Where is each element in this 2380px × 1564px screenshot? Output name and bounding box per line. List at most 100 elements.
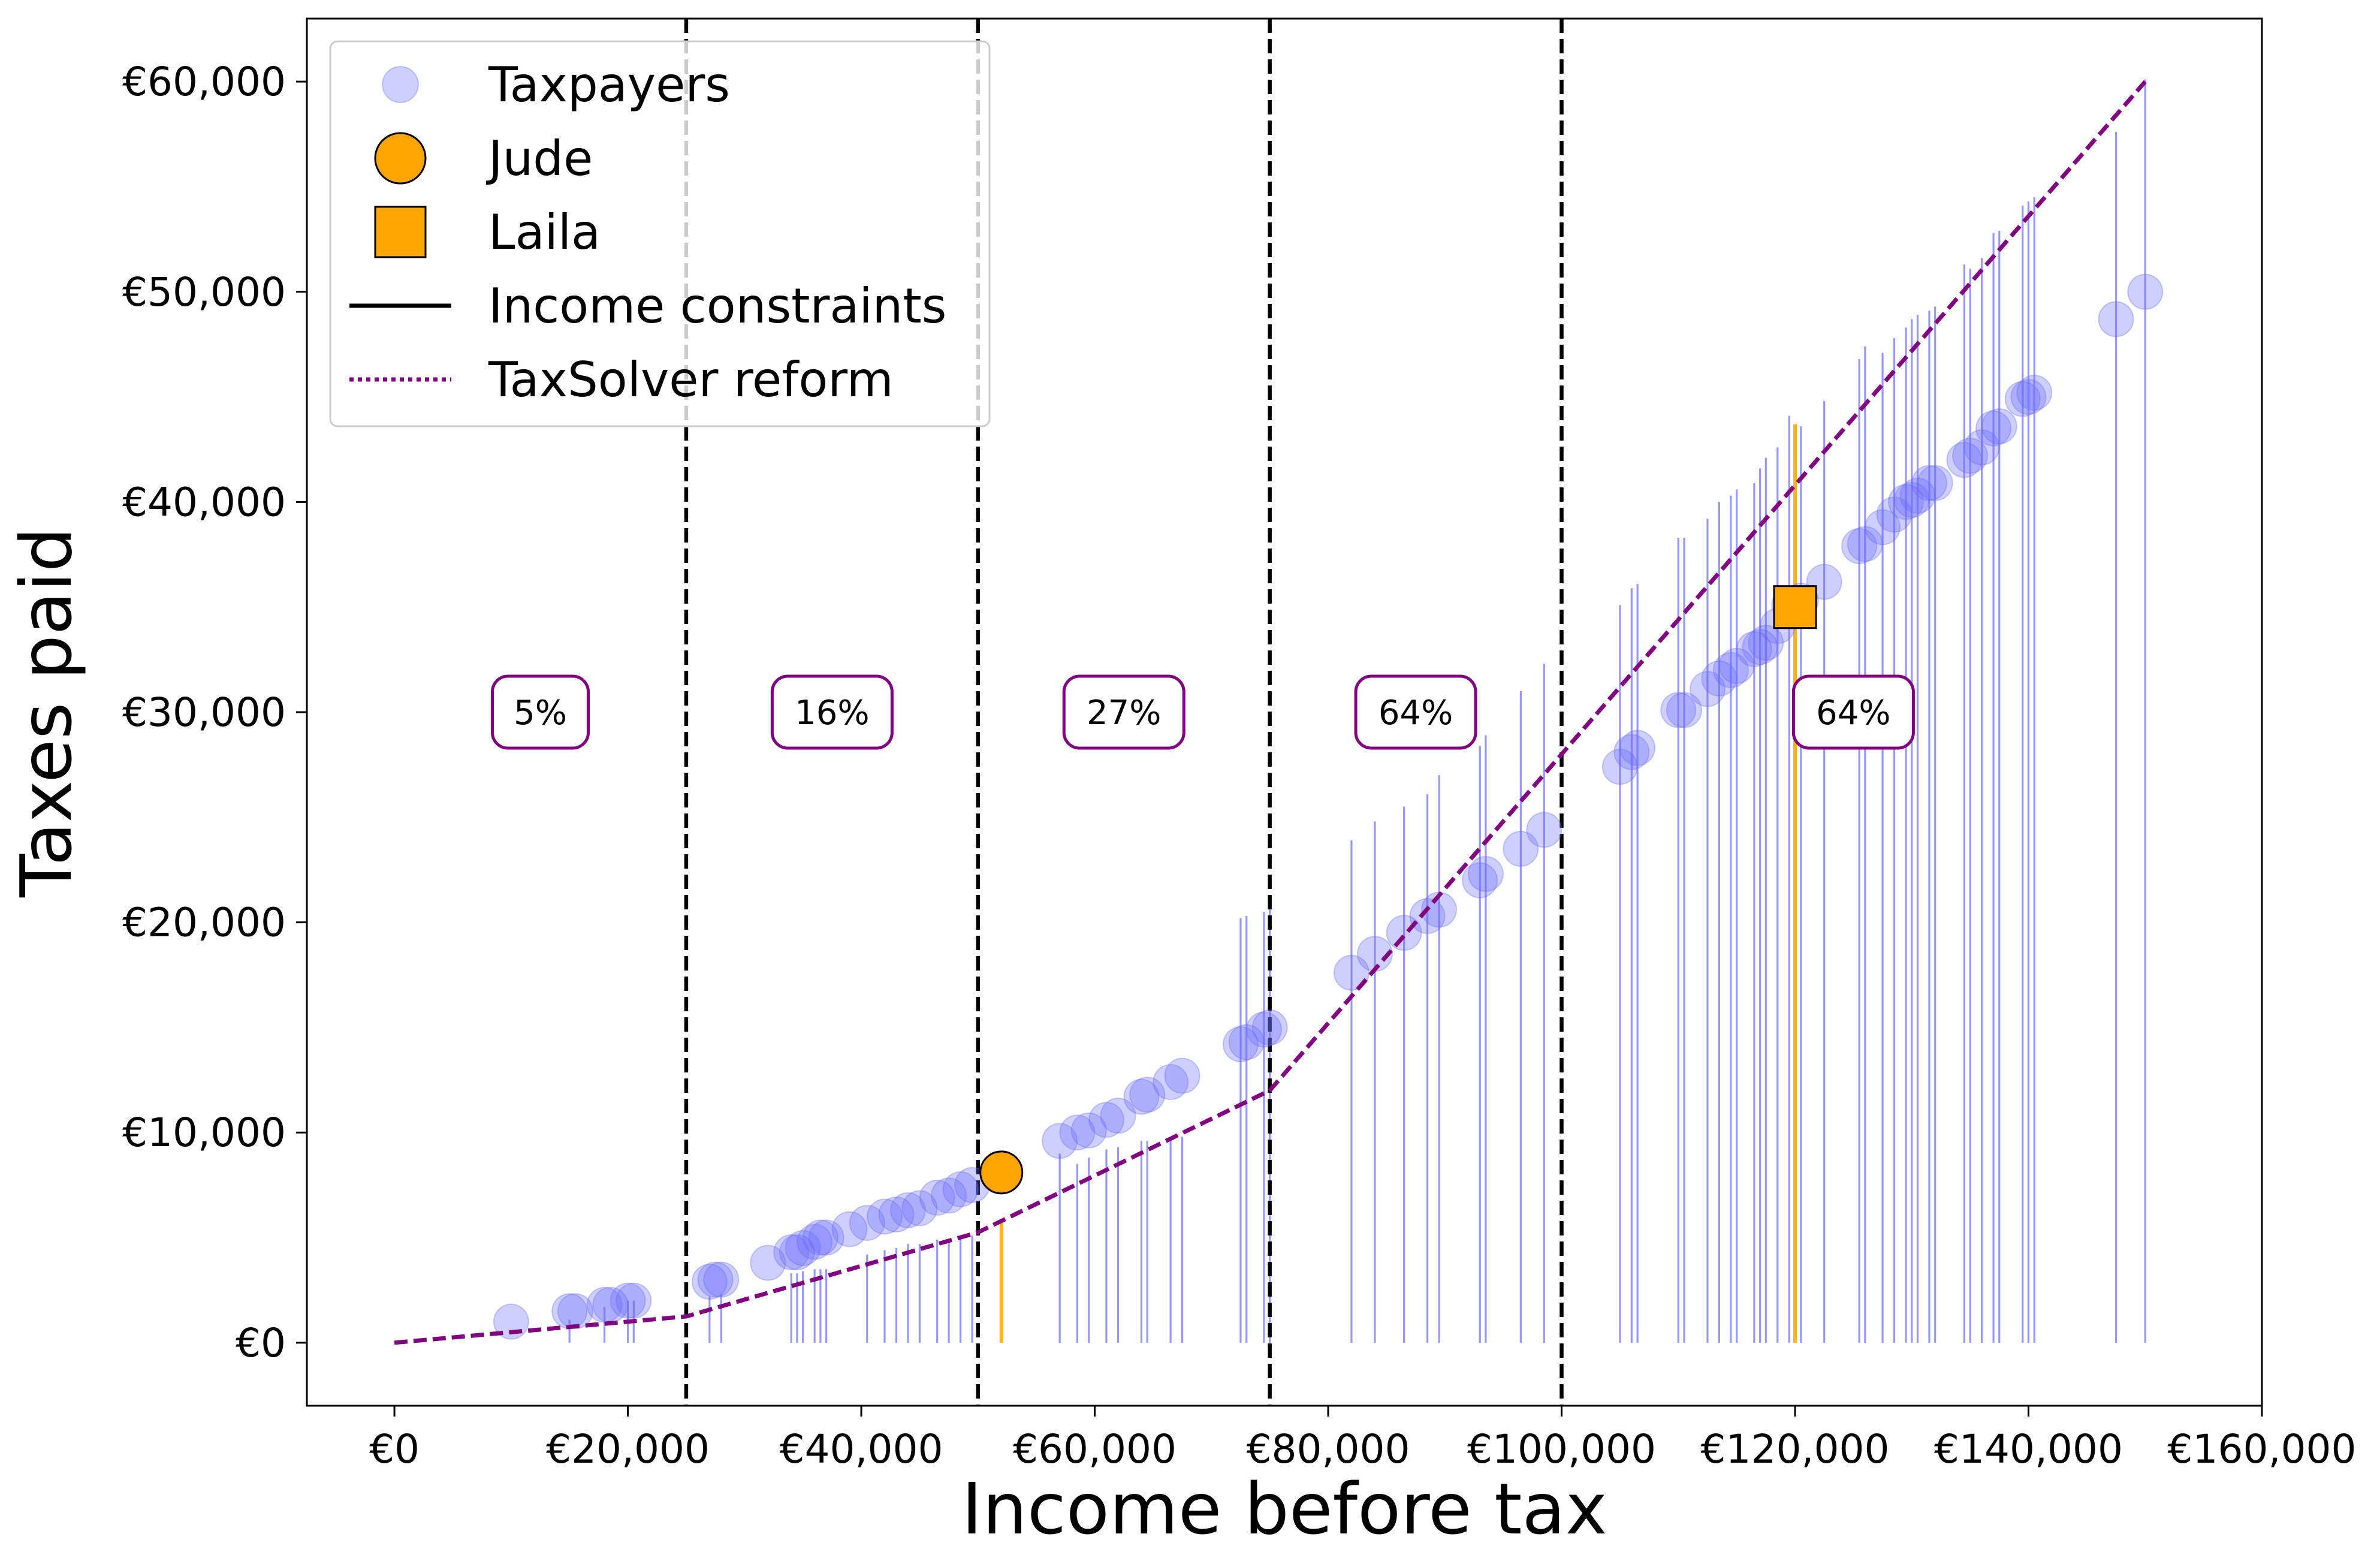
taxpayer-point xyxy=(703,1261,740,1298)
legend-label: Laila xyxy=(488,204,601,260)
taxpayer-point xyxy=(1070,1112,1107,1149)
taxpayer-point xyxy=(2098,301,2134,337)
taxpayer-point xyxy=(808,1219,844,1256)
taxpayer-point xyxy=(1876,496,1913,533)
legend-symbol xyxy=(374,132,427,185)
x-tick-label: €60,000 xyxy=(1013,1426,1177,1472)
taxpayer-point xyxy=(1847,526,1883,562)
taxpayer-point xyxy=(878,1196,915,1232)
taxpayer-point xyxy=(785,1230,821,1267)
legend-label: TaxSolver reform xyxy=(488,352,894,408)
taxpayer-point xyxy=(849,1204,885,1241)
taxpayer-point xyxy=(1975,410,2012,447)
taxpayer-point xyxy=(1467,855,1504,892)
bracket-rate-box xyxy=(490,674,590,750)
taxpayer-point xyxy=(1981,408,2017,445)
taxpayer-point xyxy=(1736,631,1772,667)
x-tick-label: €140,000 xyxy=(1934,1426,2123,1472)
taxpayer-point xyxy=(1917,465,1953,501)
taxpayer-point xyxy=(1123,1078,1160,1115)
taxpayer-point xyxy=(1613,734,1650,770)
taxpayer-point xyxy=(797,1224,833,1260)
bracket-rate-label: 5% xyxy=(514,694,567,733)
taxpayer-point xyxy=(1526,812,1562,848)
taxpayer-point xyxy=(1619,730,1656,766)
bracket-rate-label: 27% xyxy=(1087,694,1161,733)
legend-symbol xyxy=(374,206,427,258)
y-tick-label: €0 xyxy=(236,1320,286,1366)
legend-label: Income constraints xyxy=(488,278,946,334)
taxpayer-point xyxy=(610,1282,646,1319)
y-axis-label: Taxes paid xyxy=(5,527,88,898)
bracket-rate-label: 64% xyxy=(1378,694,1453,733)
taxpayer-point xyxy=(1841,528,1878,565)
taxpayer-point xyxy=(616,1282,652,1319)
x-tick-label: €160,000 xyxy=(2168,1426,2357,1472)
bracket-rate-label: 16% xyxy=(795,694,869,733)
x-tick-label: €100,000 xyxy=(1467,1426,1656,1472)
taxpayer-point xyxy=(1601,749,1638,785)
point-laila xyxy=(1773,585,1817,629)
taxpayer-point xyxy=(1689,671,1726,707)
taxpayer-point xyxy=(1666,692,1703,728)
y-tick-label: €30,000 xyxy=(122,689,286,736)
taxpayer-point xyxy=(802,1219,838,1256)
bracket-rate-label: 64% xyxy=(1816,694,1890,733)
x-tick-label: €40,000 xyxy=(780,1426,943,1472)
taxpayer-point xyxy=(1462,862,1498,899)
taxpayer-point xyxy=(2016,375,2053,411)
taxpayer-point xyxy=(1333,954,1370,991)
legend: Taxpayers Jude Laila Income constraints TaxS… xyxy=(329,40,991,427)
taxpayer-point xyxy=(1865,509,1901,546)
taxpayer-point xyxy=(779,1234,815,1271)
taxpayer-point xyxy=(1701,660,1738,697)
taxpayer-point xyxy=(1963,429,2000,466)
y-tick-label: €50,000 xyxy=(122,269,286,315)
taxpayer-point xyxy=(1222,1026,1259,1062)
taxpayer-point xyxy=(1251,1009,1288,1045)
taxpayer-point xyxy=(901,1190,938,1227)
taxpayer-point xyxy=(2004,381,2041,417)
taxpayer-point xyxy=(831,1211,868,1247)
taxpayer-point xyxy=(2127,273,2164,310)
taxpayer-point xyxy=(942,1171,979,1207)
bracket-rate-box xyxy=(770,674,894,750)
y-tick-label: €10,000 xyxy=(122,1110,286,1156)
bracket-rate-box xyxy=(1791,674,1915,750)
legend-symbol xyxy=(382,66,419,103)
taxpayer-point xyxy=(691,1264,728,1300)
x-tick-label: €20,000 xyxy=(546,1426,710,1472)
taxpayer-point xyxy=(1742,629,1778,665)
taxpayer-point xyxy=(1660,692,1697,728)
taxpayer-point xyxy=(1888,484,1924,520)
x-axis-label: Income before tax xyxy=(961,1467,1607,1550)
taxpayer-point xyxy=(931,1177,967,1214)
y-tick-label: €60,000 xyxy=(122,59,286,105)
taxpayer-point xyxy=(889,1192,926,1228)
taxpayer-point xyxy=(866,1198,903,1235)
taxpayer-point xyxy=(1952,438,1989,474)
x-tick-label: €120,000 xyxy=(1701,1426,1890,1472)
taxpayer-point xyxy=(557,1293,593,1330)
taxpayer-point xyxy=(1042,1123,1078,1159)
axes: €0 €20,000 €40,000 €60,000 €80,000 €100,000 €1… xyxy=(5,17,2357,1550)
taxpayer-point xyxy=(1946,442,1983,478)
plot-area: 5% 16% 27% 64% 64% xyxy=(394,19,2164,1406)
legend-label: Jude xyxy=(485,131,593,186)
x-tick-label: €0 xyxy=(369,1426,420,1472)
legend-label: Taxpayers xyxy=(488,57,730,113)
taxpayer-point xyxy=(1088,1102,1125,1138)
taxpayer-point xyxy=(1100,1098,1136,1134)
taxpayer-point xyxy=(1893,481,1930,518)
taxpayer-point xyxy=(1911,465,1947,501)
reform-line xyxy=(394,80,2147,1345)
taxpayer-point xyxy=(1164,1057,1200,1094)
taxpayer-point xyxy=(773,1234,810,1271)
taxpayer-point xyxy=(1712,652,1749,688)
taxpayer-point xyxy=(1503,830,1539,867)
taxpayer-point xyxy=(1153,1064,1189,1101)
taxpayer-point xyxy=(1059,1114,1096,1151)
taxpayer-point xyxy=(697,1261,734,1298)
taxpayer-point xyxy=(1129,1077,1166,1113)
